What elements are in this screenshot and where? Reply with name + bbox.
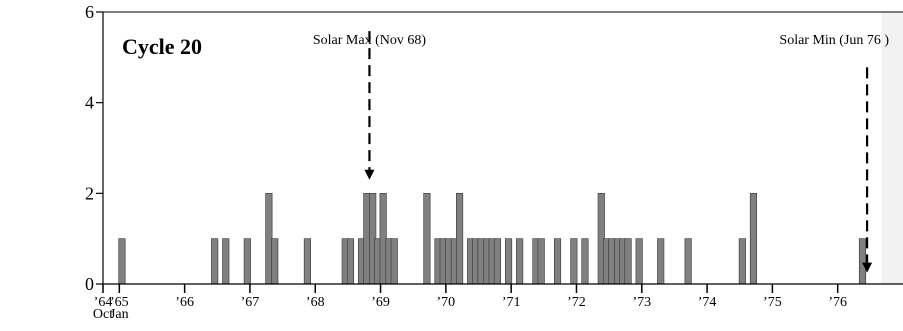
bar (303, 238, 311, 285)
bar (858, 238, 867, 285)
x-tick-label: ’70 (437, 295, 456, 310)
x-tick-label: ’72 (567, 295, 586, 310)
solar-max-annotation: Solar Max (Nov 68) (313, 31, 426, 180)
bar (537, 238, 545, 285)
bar (456, 193, 464, 285)
x-tick-label: ’76 (828, 295, 847, 310)
bar (243, 238, 251, 285)
bar (581, 238, 589, 285)
bar (657, 238, 665, 285)
x-tick-label: ’67 (241, 295, 260, 310)
solar-min-annotation: Solar Min (Jun 76 ) (779, 33, 889, 273)
bar (738, 238, 746, 285)
bar (493, 238, 501, 285)
bar (379, 193, 387, 285)
bar (477, 238, 485, 285)
bar (444, 238, 453, 285)
bar (363, 193, 371, 285)
solar-min-label: Solar Min (Jun 76 ) (779, 33, 889, 48)
shaded-region (881, 12, 903, 284)
bar (684, 238, 692, 285)
x-tick-label: ’73 (632, 295, 651, 310)
bar (265, 193, 273, 285)
bar (390, 238, 398, 285)
bar (635, 238, 643, 285)
y-tick-label: 0 (85, 274, 94, 294)
bars (118, 193, 867, 285)
x-tick-label: ’75 (763, 295, 782, 310)
solar-max-arrow-head (364, 169, 375, 180)
y-tick-label: 4 (85, 93, 94, 113)
bar (505, 238, 513, 285)
bar (553, 238, 562, 285)
bar (749, 193, 757, 285)
bar (346, 238, 355, 285)
bar (118, 238, 126, 285)
bar (222, 238, 230, 285)
chart-title: Cycle 20 (122, 34, 202, 59)
x-tick-label: ’68 (306, 295, 325, 310)
y-tick-label: 2 (85, 183, 94, 203)
solar-min-arrow-head (862, 262, 873, 273)
x-tick-sublabel: Jan (110, 307, 129, 322)
x-tick-label: ’66 (175, 295, 194, 310)
bar (423, 193, 431, 285)
x-tick-label: ’71 (502, 295, 521, 310)
x-tick-label: ’65 (110, 295, 129, 310)
bar (271, 238, 279, 285)
x-tick-label: ’74 (698, 295, 717, 310)
bar (624, 238, 632, 285)
shaded-area (881, 12, 903, 284)
x-tick-label: ’64 (94, 295, 113, 310)
y-tick-label: 6 (85, 2, 94, 22)
x-tick-label: ’69 (371, 295, 390, 310)
bar (608, 238, 616, 285)
bar (211, 238, 219, 285)
bar (570, 238, 578, 285)
bar (516, 238, 524, 285)
annotations: Solar Max (Nov 68) Solar Min (Jun 76 ) (313, 31, 889, 273)
x-tick-sublabel: Oct (93, 307, 113, 322)
